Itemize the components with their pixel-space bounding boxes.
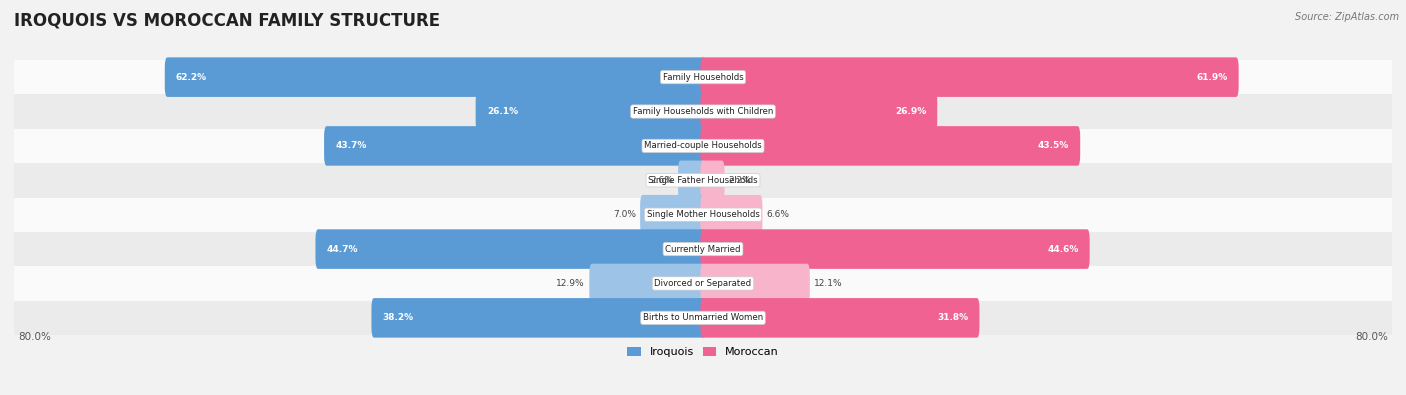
Text: 2.2%: 2.2% xyxy=(728,176,752,185)
FancyBboxPatch shape xyxy=(700,298,980,338)
Text: Married-couple Households: Married-couple Households xyxy=(644,141,762,150)
Text: Source: ZipAtlas.com: Source: ZipAtlas.com xyxy=(1295,12,1399,22)
FancyBboxPatch shape xyxy=(14,198,1392,232)
FancyBboxPatch shape xyxy=(700,126,1080,166)
FancyBboxPatch shape xyxy=(700,264,810,303)
FancyBboxPatch shape xyxy=(700,195,762,235)
FancyBboxPatch shape xyxy=(640,195,706,235)
Text: 26.9%: 26.9% xyxy=(894,107,927,116)
Text: 31.8%: 31.8% xyxy=(938,313,969,322)
Text: IROQUOIS VS MOROCCAN FAMILY STRUCTURE: IROQUOIS VS MOROCCAN FAMILY STRUCTURE xyxy=(14,12,440,30)
Text: 26.1%: 26.1% xyxy=(486,107,517,116)
Text: Divorced or Separated: Divorced or Separated xyxy=(654,279,752,288)
FancyBboxPatch shape xyxy=(700,57,1239,97)
Text: 44.7%: 44.7% xyxy=(326,245,359,254)
Text: 44.6%: 44.6% xyxy=(1047,245,1078,254)
FancyBboxPatch shape xyxy=(700,160,724,200)
Text: 62.2%: 62.2% xyxy=(176,73,207,82)
Text: Family Households: Family Households xyxy=(662,73,744,82)
FancyBboxPatch shape xyxy=(315,229,706,269)
FancyBboxPatch shape xyxy=(14,266,1392,301)
Text: Single Father Households: Single Father Households xyxy=(648,176,758,185)
Text: Births to Unmarried Women: Births to Unmarried Women xyxy=(643,313,763,322)
Text: 80.0%: 80.0% xyxy=(18,332,51,342)
Text: Currently Married: Currently Married xyxy=(665,245,741,254)
Text: 43.5%: 43.5% xyxy=(1038,141,1069,150)
Text: 38.2%: 38.2% xyxy=(382,313,413,322)
FancyBboxPatch shape xyxy=(14,60,1392,94)
FancyBboxPatch shape xyxy=(371,298,706,338)
Text: 2.6%: 2.6% xyxy=(651,176,673,185)
Text: 12.9%: 12.9% xyxy=(557,279,585,288)
FancyBboxPatch shape xyxy=(475,92,706,131)
FancyBboxPatch shape xyxy=(323,126,706,166)
Text: Family Households with Children: Family Households with Children xyxy=(633,107,773,116)
Text: 7.0%: 7.0% xyxy=(613,210,636,219)
FancyBboxPatch shape xyxy=(14,94,1392,129)
FancyBboxPatch shape xyxy=(700,92,938,131)
Text: Single Mother Households: Single Mother Households xyxy=(647,210,759,219)
FancyBboxPatch shape xyxy=(678,160,706,200)
Text: 61.9%: 61.9% xyxy=(1197,73,1227,82)
Legend: Iroquois, Moroccan: Iroquois, Moroccan xyxy=(623,342,783,361)
Text: 12.1%: 12.1% xyxy=(814,279,842,288)
FancyBboxPatch shape xyxy=(14,129,1392,163)
FancyBboxPatch shape xyxy=(14,163,1392,198)
FancyBboxPatch shape xyxy=(14,232,1392,266)
FancyBboxPatch shape xyxy=(14,301,1392,335)
FancyBboxPatch shape xyxy=(165,57,706,97)
FancyBboxPatch shape xyxy=(700,229,1090,269)
Text: 6.6%: 6.6% xyxy=(766,210,790,219)
Text: 43.7%: 43.7% xyxy=(335,141,367,150)
FancyBboxPatch shape xyxy=(589,264,706,303)
Text: 80.0%: 80.0% xyxy=(1355,332,1388,342)
